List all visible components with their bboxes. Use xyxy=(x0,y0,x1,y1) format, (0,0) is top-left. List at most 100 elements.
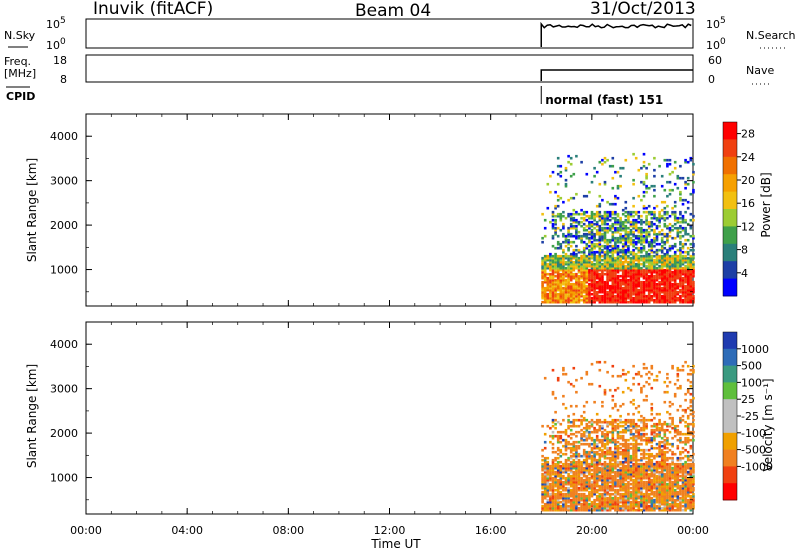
scatter-cell xyxy=(679,268,682,272)
scatter-cell xyxy=(645,426,648,430)
scatter-cell xyxy=(632,254,635,258)
scatter-cell xyxy=(686,476,690,480)
scatter-cell xyxy=(634,256,638,260)
scatter-cell xyxy=(564,448,568,452)
scatter-cell xyxy=(627,458,630,462)
scatter-cell xyxy=(549,276,552,280)
scatter-cell xyxy=(585,300,589,304)
scatter-cell xyxy=(585,486,589,490)
scatter-cell xyxy=(546,272,550,276)
scatter-cell xyxy=(614,296,617,300)
scatter-cell xyxy=(640,508,643,512)
scatter-cell xyxy=(645,280,648,284)
scatter-cell xyxy=(616,196,620,200)
scatter-cell xyxy=(689,508,693,512)
scatter-cell xyxy=(692,396,695,400)
scatter-cell xyxy=(640,502,643,506)
scatter-cell xyxy=(569,466,573,470)
scatter-cell xyxy=(653,472,656,476)
scatter-cell xyxy=(593,474,596,478)
scatter-cell xyxy=(632,272,635,276)
scatter-cell xyxy=(541,258,544,262)
scatter-cell xyxy=(660,478,664,482)
scatter-cell xyxy=(629,504,633,508)
scatter-cell xyxy=(671,282,674,286)
scatter-cell xyxy=(692,180,695,184)
scatter-cell xyxy=(595,222,599,226)
beam-title: Beam 04 xyxy=(355,1,431,21)
scatter-cell xyxy=(686,290,690,294)
scatter-cell xyxy=(684,218,687,222)
scatter-cell xyxy=(647,288,651,292)
scatter-cell xyxy=(668,448,672,452)
scatter-cell xyxy=(543,276,547,280)
scatter-cell xyxy=(575,286,578,290)
scatter-cell xyxy=(653,280,656,284)
scatter-cell xyxy=(582,246,586,250)
scatter-cell xyxy=(567,234,570,238)
scatter-cell xyxy=(608,268,612,272)
scatter-cell xyxy=(549,286,552,290)
scatter-cell xyxy=(637,220,641,224)
scatter-cell xyxy=(660,238,664,242)
scatter-cell xyxy=(681,440,685,444)
scatter-cell xyxy=(663,272,667,276)
scatter-cell xyxy=(634,422,638,426)
scatter-cell xyxy=(577,488,581,492)
scatter-cell xyxy=(567,232,570,236)
scatter-cell xyxy=(676,430,680,434)
scatter-cell xyxy=(585,504,589,508)
scatter-cell xyxy=(689,272,693,276)
scatter-cell xyxy=(640,478,643,482)
scatter-cell xyxy=(676,226,680,230)
scatter-cell xyxy=(549,440,552,444)
scatter-cell xyxy=(666,298,669,302)
scatter-cell xyxy=(606,260,609,264)
scatter-cell xyxy=(564,486,568,490)
scatter-cell xyxy=(564,244,568,248)
scatter-cell xyxy=(679,484,682,488)
scatter-cell xyxy=(689,274,693,278)
scatter-cell xyxy=(679,216,682,220)
scatter-cell xyxy=(608,272,612,276)
scatter-cell xyxy=(650,386,654,390)
scatter-cell xyxy=(601,296,604,300)
scatter-cell xyxy=(562,234,565,238)
scatter-cell xyxy=(546,256,550,260)
scatter-cell xyxy=(679,250,682,254)
scatter-cell xyxy=(572,448,576,452)
scatter-cell xyxy=(653,298,656,302)
scatter-cell xyxy=(580,508,583,512)
scatter-cell xyxy=(653,194,656,198)
scatter-cell xyxy=(549,284,552,288)
scatter-cell xyxy=(619,234,622,238)
scatter-cell xyxy=(562,258,565,262)
scatter-cell xyxy=(598,476,602,480)
scatter-cell xyxy=(569,212,573,216)
scatter-cell xyxy=(684,442,687,446)
scatter-cell xyxy=(676,368,680,372)
scatter-cell xyxy=(666,456,669,460)
scatter-cell xyxy=(567,486,570,490)
scatter-cell xyxy=(676,292,680,296)
scatter-cell xyxy=(647,242,651,246)
scatter-cell xyxy=(689,212,693,216)
scatter-cell xyxy=(658,498,661,502)
scatter-cell xyxy=(588,420,591,424)
scatter-cell xyxy=(601,234,604,238)
scatter-cell xyxy=(595,170,599,174)
scatter-cell xyxy=(681,482,685,486)
scatter-cell xyxy=(541,290,544,294)
scatter-cell xyxy=(598,250,602,254)
scatter-cell xyxy=(577,212,581,216)
scatter-cell xyxy=(645,504,648,508)
scatter-cell xyxy=(645,448,648,452)
scatter-cell xyxy=(658,216,661,220)
scatter-cell xyxy=(549,288,552,292)
scatter-cell xyxy=(585,426,589,430)
scatter-cell xyxy=(559,284,563,288)
scatter-cell xyxy=(619,238,622,242)
scatter-cell xyxy=(647,438,651,442)
scatter-cell xyxy=(655,412,659,416)
scatter-cell xyxy=(668,430,672,434)
